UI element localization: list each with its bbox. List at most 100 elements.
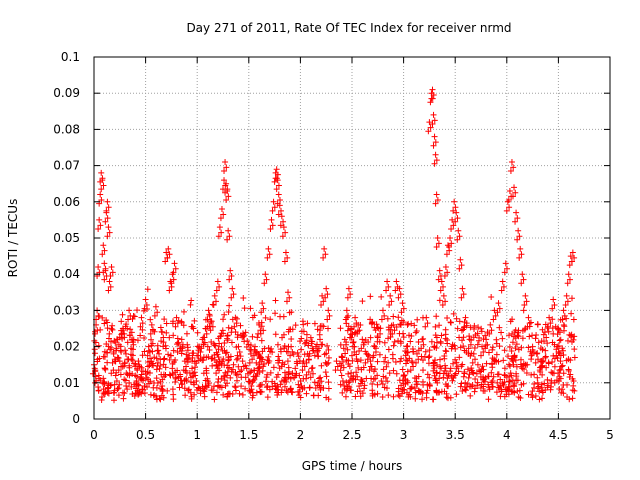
noise-point [185, 386, 192, 393]
data-point [456, 233, 463, 240]
data-point [344, 294, 351, 301]
noise-point [200, 370, 207, 377]
data-point [506, 187, 513, 194]
data-point [430, 111, 437, 118]
noise-point [251, 312, 258, 319]
noise-point [390, 393, 397, 400]
data-point [205, 307, 212, 314]
noise-point [159, 382, 166, 389]
x-tick-label: 2 [297, 428, 305, 442]
data-point [225, 227, 232, 234]
noise-point [485, 396, 492, 403]
noise-point [322, 359, 329, 366]
noise-point [257, 388, 264, 395]
noise-point [225, 324, 232, 331]
noise-point [321, 351, 328, 358]
data-point [246, 359, 253, 366]
noise-point [301, 340, 308, 347]
noise-point [361, 382, 368, 389]
noise-point [120, 395, 127, 402]
noise-point [346, 363, 353, 370]
data-point [125, 316, 132, 323]
noise-point [560, 351, 567, 358]
noise-point [483, 360, 490, 367]
data-point [359, 336, 366, 343]
chart-title: Day 271 of 2011, Rate Of TEC Index for r… [186, 21, 511, 35]
data-point [170, 276, 177, 283]
data-point [242, 374, 249, 381]
noise-point [246, 378, 253, 385]
noise-point [489, 355, 496, 362]
noise-point [544, 376, 551, 383]
data-point [218, 229, 225, 236]
data-point [235, 343, 242, 350]
data-point [505, 196, 512, 203]
noise-point [234, 331, 241, 338]
noise-point [559, 386, 566, 393]
noise-point [203, 367, 210, 374]
data-point [347, 325, 354, 332]
data-point [521, 301, 528, 308]
noise-point [325, 354, 332, 361]
data-point [139, 320, 146, 327]
noise-point [221, 362, 228, 369]
data-point [138, 314, 145, 321]
data-point [109, 359, 116, 366]
data-point [523, 298, 530, 305]
noise-point [153, 375, 160, 382]
data-point [431, 133, 438, 140]
data-point [102, 218, 109, 225]
noise-point [217, 333, 224, 340]
noise-point [197, 355, 204, 362]
data-point [109, 269, 116, 276]
noise-point [471, 388, 478, 395]
noise-point [220, 391, 227, 398]
noise-point [412, 389, 419, 396]
noise-point [555, 378, 562, 385]
data-point [396, 285, 403, 292]
noise-point [468, 367, 475, 374]
noise-point [283, 375, 290, 382]
noise-point [458, 380, 465, 387]
noise-point [126, 362, 133, 369]
data-point [234, 352, 241, 359]
noise-point [285, 364, 292, 371]
noise-point [267, 348, 274, 355]
noise-point [515, 346, 522, 353]
noise-point [370, 376, 377, 383]
data-point [225, 193, 232, 200]
data-point [556, 367, 563, 374]
noise-point [222, 350, 229, 357]
noise-point [390, 342, 397, 349]
noise-point [437, 363, 444, 370]
noise-point [559, 362, 566, 369]
noise-point [513, 341, 520, 348]
noise-point [501, 365, 508, 372]
noise-point [519, 335, 526, 342]
data-point [387, 292, 394, 299]
data-point [263, 276, 270, 283]
noise-point [479, 363, 486, 370]
data-point [317, 336, 324, 343]
data-point [220, 211, 227, 218]
noise-point [493, 389, 500, 396]
noise-point [549, 325, 556, 332]
noise-point [265, 353, 272, 360]
data-point [259, 300, 266, 307]
data-point [291, 374, 298, 381]
noise-point [419, 378, 426, 385]
noise-point [294, 349, 301, 356]
data-point [425, 128, 432, 135]
noise-point [244, 337, 251, 344]
noise-point [458, 327, 465, 334]
x-tick-label: 3 [400, 428, 408, 442]
data-point [281, 258, 288, 265]
data-point [435, 240, 442, 247]
y-tick-label: 0.05 [53, 231, 80, 245]
data-point [474, 361, 481, 368]
data-point [244, 370, 251, 377]
data-point [166, 287, 173, 294]
data-point [289, 349, 296, 356]
data-point [152, 303, 159, 310]
